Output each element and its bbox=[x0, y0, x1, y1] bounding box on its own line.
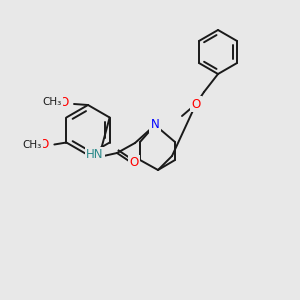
Text: O: O bbox=[40, 138, 49, 151]
Text: HN: HN bbox=[86, 148, 104, 161]
Text: CH₃: CH₃ bbox=[23, 140, 42, 149]
Text: O: O bbox=[59, 95, 69, 109]
Text: CH₃: CH₃ bbox=[42, 97, 62, 107]
Text: O: O bbox=[191, 98, 201, 110]
Text: N: N bbox=[151, 118, 159, 131]
Text: O: O bbox=[129, 157, 139, 169]
